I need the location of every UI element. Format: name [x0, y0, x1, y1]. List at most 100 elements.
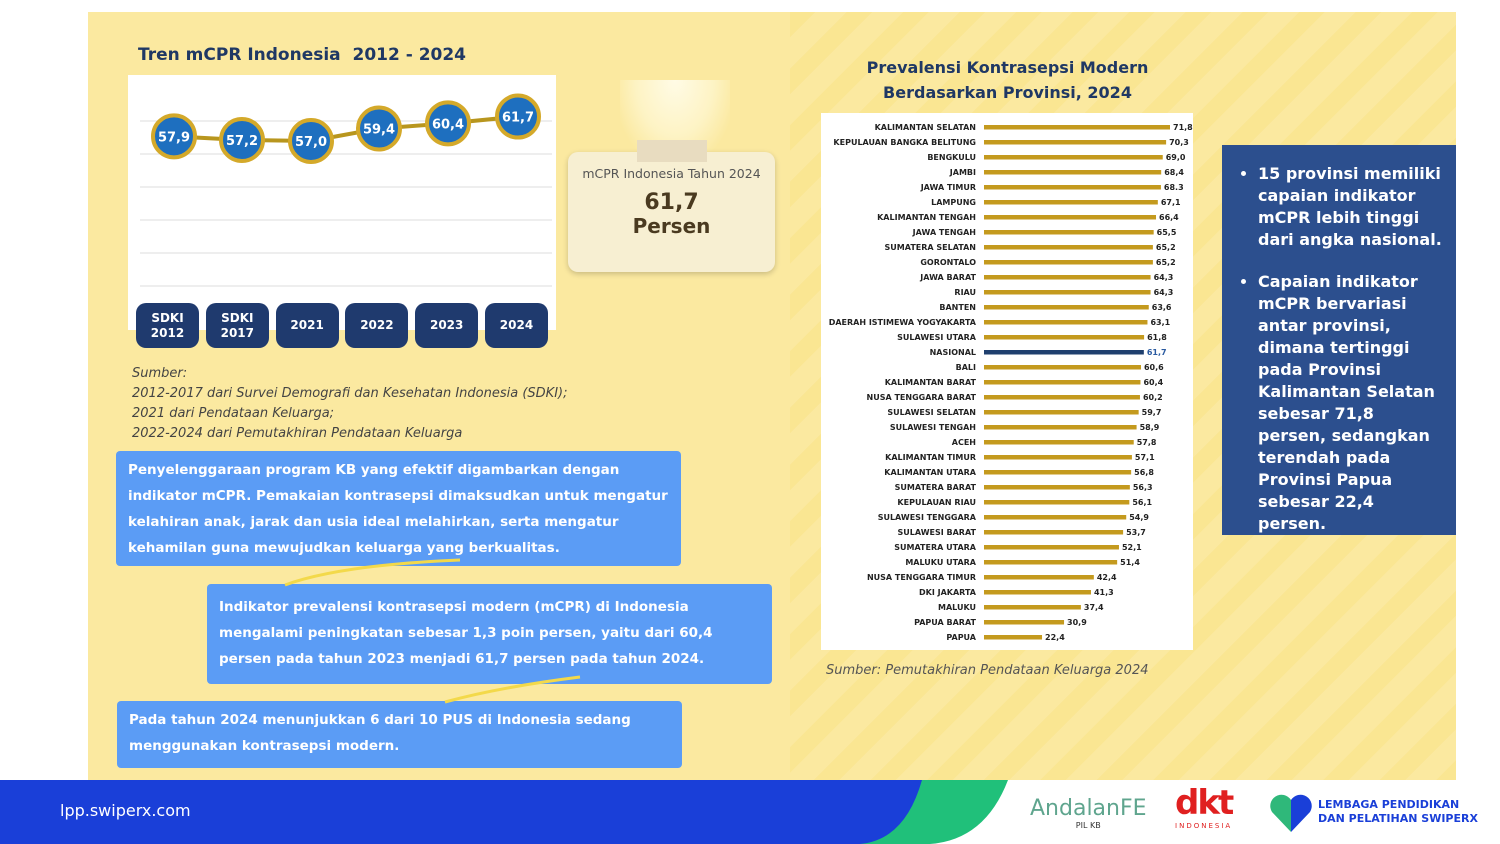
bar	[984, 335, 1145, 340]
value-label: 57,8	[1137, 438, 1157, 447]
trend-value-label: 60,4	[432, 117, 464, 132]
bar	[984, 545, 1119, 550]
bar	[984, 290, 1151, 295]
trend-value-label: 57,2	[226, 134, 258, 149]
value-label: 30,9	[1067, 618, 1087, 627]
category-label: MALUKU UTARA	[905, 558, 976, 567]
value-label: 57,1	[1135, 453, 1155, 462]
bar	[984, 455, 1132, 460]
bar	[984, 125, 1170, 130]
bar	[984, 560, 1118, 565]
bar	[984, 185, 1161, 190]
bar-chart-title-line: Prevalensi Kontrasepsi Modern	[866, 58, 1149, 77]
swiperx-logo-text: LEMBAGA PENDIDIKAN DAN PELATIHAN SWIPERX	[1318, 798, 1478, 826]
bar	[984, 590, 1091, 595]
province-bar-chart: KALIMANTAN SELATAN 71,8 KEPULAUAN BANGKA B…	[821, 113, 1193, 650]
value-label: 68.3	[1164, 183, 1184, 192]
footer-url[interactable]: lpp.swiperx.com	[60, 801, 191, 820]
trend-value-label: 57,0	[295, 135, 327, 150]
category-label: JAWA BARAT	[919, 273, 976, 282]
year-label: 2022	[345, 303, 409, 348]
bar	[984, 170, 1162, 175]
trend-point	[356, 105, 402, 152]
value-label: 67,1	[1161, 198, 1181, 207]
year-label: 2021	[275, 303, 339, 348]
trend-point	[288, 118, 334, 164]
value-label: 63,6	[1152, 303, 1172, 312]
bar-chart-title: Prevalensi Kontrasepsi Modern Berdasarka…	[840, 55, 1175, 105]
footer: lpp.swiperx.com AndalanFE PIL KB dkt IND…	[0, 780, 1500, 844]
trend-value-label: 61,7	[502, 111, 534, 126]
bar	[984, 215, 1157, 220]
andalan-logo: AndalanFE PIL KB	[1030, 796, 1147, 830]
bar	[984, 155, 1163, 160]
bar	[984, 350, 1144, 355]
category-label: SUMATERA BARAT	[895, 483, 977, 492]
category-label: LAMPUNG	[931, 198, 976, 207]
bar	[984, 275, 1151, 280]
category-label: SULAWESI BARAT	[898, 528, 977, 537]
trend-source: Sumber: 2012-2017 dari Survei Demografi …	[132, 364, 568, 444]
value-label: 70,3	[1169, 138, 1189, 147]
value-label: 60,2	[1143, 393, 1163, 402]
card-tab	[636, 140, 707, 162]
bar	[984, 515, 1127, 520]
category-label: KALIMANTAN TENGAH	[877, 213, 976, 222]
category-label: JAWA TENGAH	[912, 228, 976, 237]
category-label: NUSA TENGGARA BARAT	[867, 393, 977, 402]
year-label: 2023	[415, 303, 479, 348]
category-label: JAMBI	[949, 168, 976, 177]
category-label: SULAWESI TENGGARA	[878, 513, 977, 522]
value-label: 53,7	[1126, 528, 1146, 537]
category-label: KEPULAUAN BANGKA BELITUNG	[833, 138, 976, 147]
category-label: PAPUA	[946, 633, 976, 642]
squiggle-decoration	[284, 558, 461, 587]
category-label: SULAWESI TENGAH	[890, 423, 976, 432]
value-label: 59,7	[1142, 408, 1162, 417]
value-label: 63,1	[1150, 318, 1170, 327]
trend-point	[425, 100, 471, 147]
value-label: 56,1	[1132, 498, 1152, 507]
value-label: 64,3	[1154, 273, 1174, 282]
andalan-logo-sub: PIL KB	[1075, 821, 1101, 830]
category-label: SUMATERA SELATAN	[885, 243, 976, 252]
bar	[984, 305, 1149, 310]
value-label: 52,1	[1122, 543, 1142, 552]
swiperx-logo-line: DAN PELATIHAN SWIPERX	[1318, 812, 1478, 825]
squiggle-decoration	[444, 675, 581, 704]
category-label: SULAWESI UTARA	[897, 333, 977, 342]
category-label: RIAU	[954, 288, 976, 297]
card-caption: mCPR Indonesia Tahun 2024	[582, 166, 761, 181]
value-label: 64,3	[1154, 288, 1174, 297]
swiperx-logo-line: LEMBAGA PENDIDIKAN	[1318, 798, 1460, 811]
bar	[984, 395, 1140, 400]
bar-chart-title-line: Berdasarkan Provinsi, 2024	[883, 83, 1132, 102]
category-label: BANTEN	[939, 303, 976, 312]
category-label: JAWA TIMUR	[920, 183, 976, 192]
trend-value-label: 57,9	[158, 130, 190, 145]
category-label: KEPULAUAN RIAU	[897, 498, 976, 507]
value-label: 54,9	[1129, 513, 1149, 522]
year-label: SDKI 2017	[205, 303, 269, 348]
info-box-3: Pada tahun 2024 menunjukkan 6 dari 10 PU…	[117, 701, 682, 768]
bar	[984, 605, 1081, 610]
year-label: SDKI 2012	[136, 303, 199, 348]
value-label: 58,9	[1140, 423, 1160, 432]
category-label: PAPUA BARAT	[914, 618, 976, 627]
trend-point	[495, 93, 541, 140]
category-label: BALI	[956, 363, 976, 372]
value-label: 65,5	[1157, 228, 1177, 237]
bar	[984, 200, 1158, 205]
category-label: ACEH	[952, 438, 976, 447]
value-label: 61,8	[1147, 333, 1167, 342]
value-label: 37,4	[1084, 603, 1104, 612]
summary-point: Capaian indikator mCPR bervariasi antar …	[1258, 271, 1442, 535]
bar	[984, 440, 1134, 445]
trend-point	[219, 116, 265, 163]
bar	[984, 425, 1137, 430]
category-label: DAERAH ISTIMEWA YOGYAKARTA	[829, 318, 977, 327]
value-label: 22,4	[1045, 633, 1065, 642]
bar	[984, 245, 1153, 250]
trend-value-label: 59,4	[363, 123, 395, 138]
trend-title: Tren mCPR Indonesia 2012 - 2024	[138, 45, 467, 65]
